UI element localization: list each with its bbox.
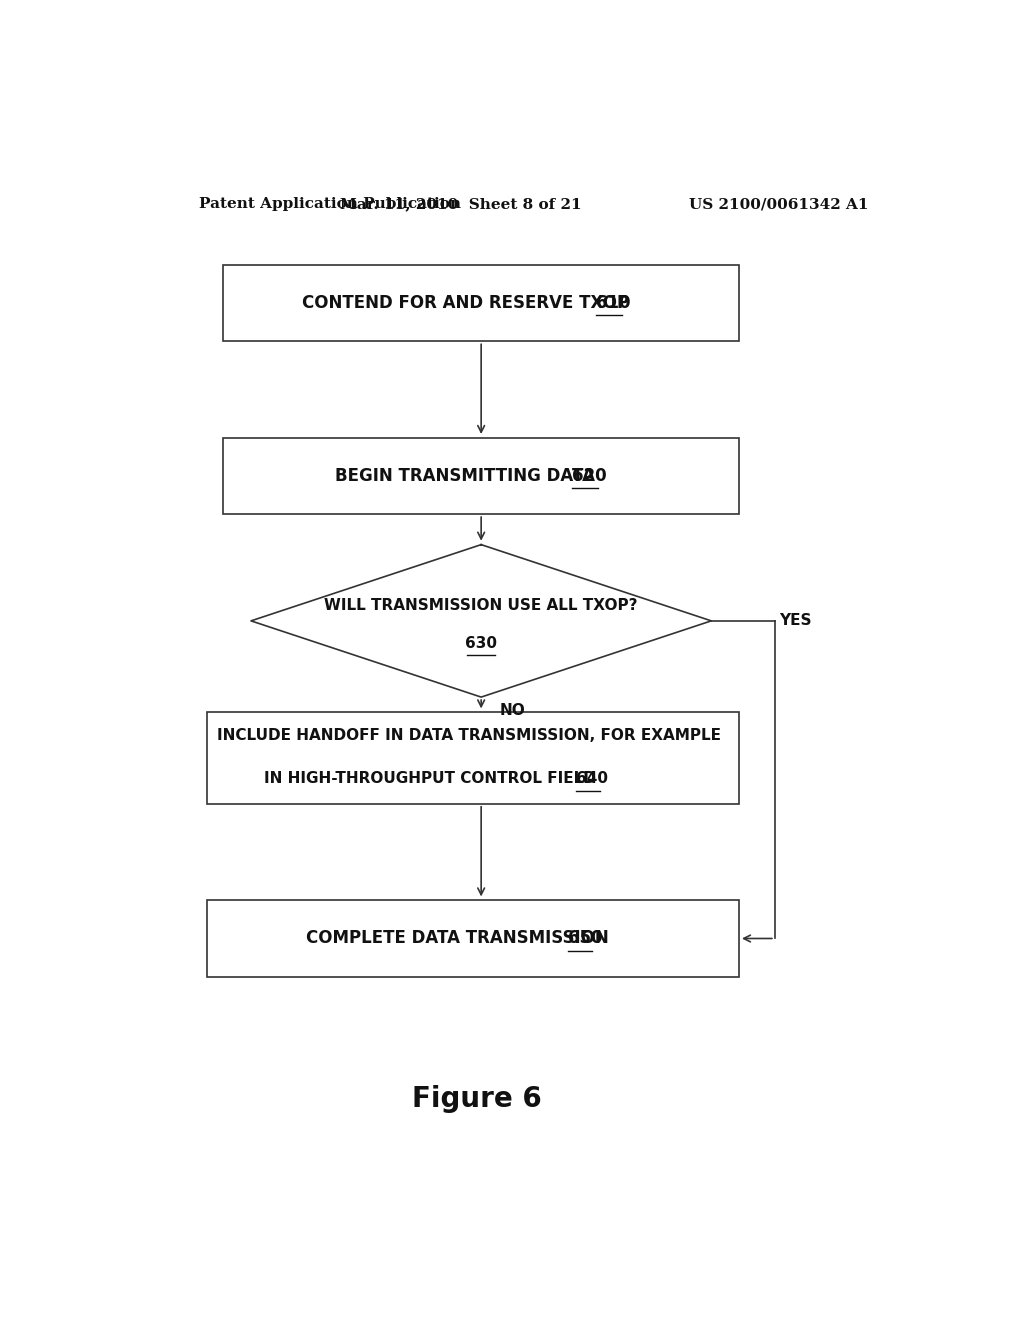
Text: IN HIGH-THROUGHPUT CONTROL FIELD: IN HIGH-THROUGHPUT CONTROL FIELD [263,771,596,785]
FancyBboxPatch shape [207,900,739,977]
Text: CONTEND FOR AND RESERVE TXOP: CONTEND FOR AND RESERVE TXOP [302,294,629,313]
Text: Figure 6: Figure 6 [413,1085,542,1113]
Text: Patent Application Publication: Patent Application Publication [200,197,462,211]
Text: YES: YES [778,614,811,628]
Text: INCLUDE HANDOFF IN DATA TRANSMISSION, FOR EXAMPLE: INCLUDE HANDOFF IN DATA TRANSMISSION, FO… [217,729,721,743]
Text: 630: 630 [465,636,498,651]
Text: 610: 610 [596,294,631,313]
FancyBboxPatch shape [207,713,739,804]
Text: BEGIN TRANSMITTING DATA: BEGIN TRANSMITTING DATA [335,467,595,484]
Text: 650: 650 [568,929,603,948]
Text: COMPLETE DATA TRANSMISSION: COMPLETE DATA TRANSMISSION [306,929,608,948]
Text: 620: 620 [572,467,607,484]
Text: 640: 640 [577,771,608,785]
FancyBboxPatch shape [223,438,739,515]
Text: Mar. 11, 2010  Sheet 8 of 21: Mar. 11, 2010 Sheet 8 of 21 [341,197,582,211]
Text: NO: NO [500,702,525,718]
Text: US 2100/0061342 A1: US 2100/0061342 A1 [689,197,868,211]
FancyBboxPatch shape [223,265,739,342]
Text: WILL TRANSMISSION USE ALL TXOP?: WILL TRANSMISSION USE ALL TXOP? [325,598,638,612]
